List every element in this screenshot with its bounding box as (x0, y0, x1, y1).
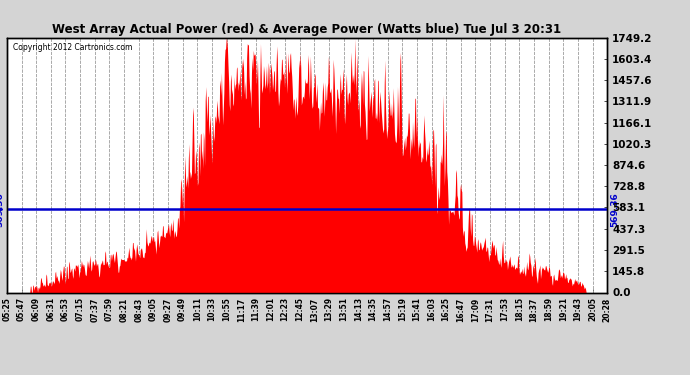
Title: West Array Actual Power (red) & Average Power (Watts blue) Tue Jul 3 20:31: West Array Actual Power (red) & Average … (52, 23, 562, 36)
Text: 569.36: 569.36 (610, 192, 619, 227)
Text: Copyright 2012 Cartronics.com: Copyright 2012 Cartronics.com (13, 43, 132, 52)
Text: 569.36: 569.36 (0, 192, 4, 227)
